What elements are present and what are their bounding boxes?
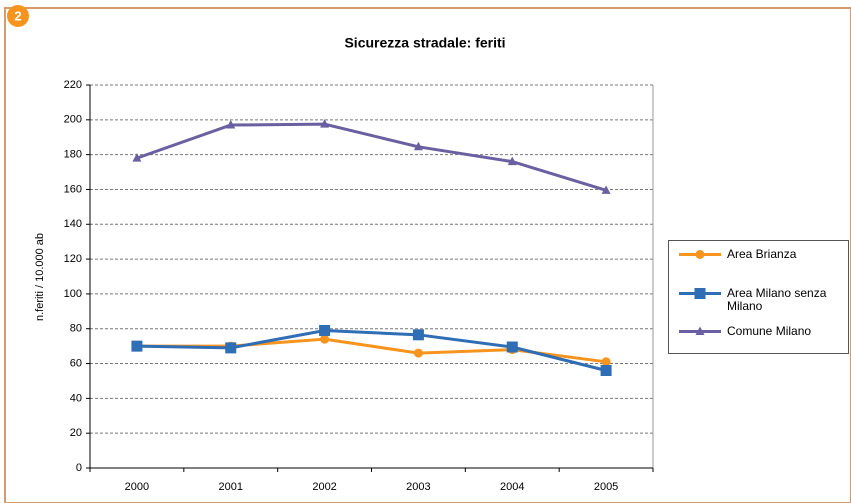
series-line [136, 328, 607, 372]
badge-text: 2 [14, 8, 21, 23]
marker [601, 185, 611, 194]
legend-label: Area Brianza [727, 247, 797, 261]
y-tick-label: 220 [64, 79, 82, 91]
marker [600, 365, 612, 377]
legend-swatch [679, 326, 721, 335]
marker [695, 326, 705, 335]
y-tick-label: 180 [64, 149, 82, 161]
marker [412, 329, 424, 341]
marker [132, 153, 142, 162]
legend-item: Comune Milano [677, 325, 837, 338]
x-tick-label: 2003 [406, 481, 430, 493]
marker [131, 340, 143, 352]
marker [506, 341, 518, 353]
marker [225, 342, 237, 354]
x-tick-label: 2004 [500, 481, 524, 493]
y-tick-label: 120 [64, 253, 82, 265]
legend-label: Comune Milano [727, 324, 812, 338]
y-tick-label: 160 [64, 183, 82, 195]
legend: Area Brianza Area Milano senza Milano Comu… [668, 240, 849, 354]
marker [695, 250, 705, 259]
legend-swatch [679, 250, 721, 259]
series-line [136, 122, 607, 192]
x-tick-label: 2000 [125, 481, 149, 493]
marker [226, 120, 236, 129]
legend-item: Area Brianza [677, 248, 837, 261]
x-tick-label: 2001 [219, 481, 243, 493]
marker [319, 324, 331, 336]
marker [507, 156, 517, 166]
legend-swatch [679, 288, 721, 299]
x-tick-label: 2005 [594, 481, 618, 493]
legend-label: Area Milano senza Milano [727, 286, 827, 313]
y-tick-label: 20 [70, 427, 82, 439]
y-tick-label: 80 [70, 323, 82, 335]
marker [694, 288, 706, 299]
marker [413, 348, 423, 358]
y-tick-label: 60 [70, 357, 82, 369]
y-tick-label: 0 [76, 462, 82, 474]
x-tick-label: 2002 [312, 481, 336, 493]
y-tick-label: 100 [64, 288, 82, 300]
y-tick-label: 140 [64, 218, 82, 230]
chart-title: Sicurezza stradale: feriti [344, 35, 505, 51]
marker [320, 119, 330, 128]
legend-item: Area Milano senza Milano [677, 287, 837, 313]
marker [413, 141, 423, 151]
badge-circle [7, 5, 29, 27]
y-tick-label: 40 [70, 392, 82, 404]
marker [320, 334, 330, 344]
marker [601, 357, 611, 367]
y-axis-label: n.feriti / 10.000 ab [34, 233, 46, 321]
y-tick-label: 200 [64, 114, 82, 126]
